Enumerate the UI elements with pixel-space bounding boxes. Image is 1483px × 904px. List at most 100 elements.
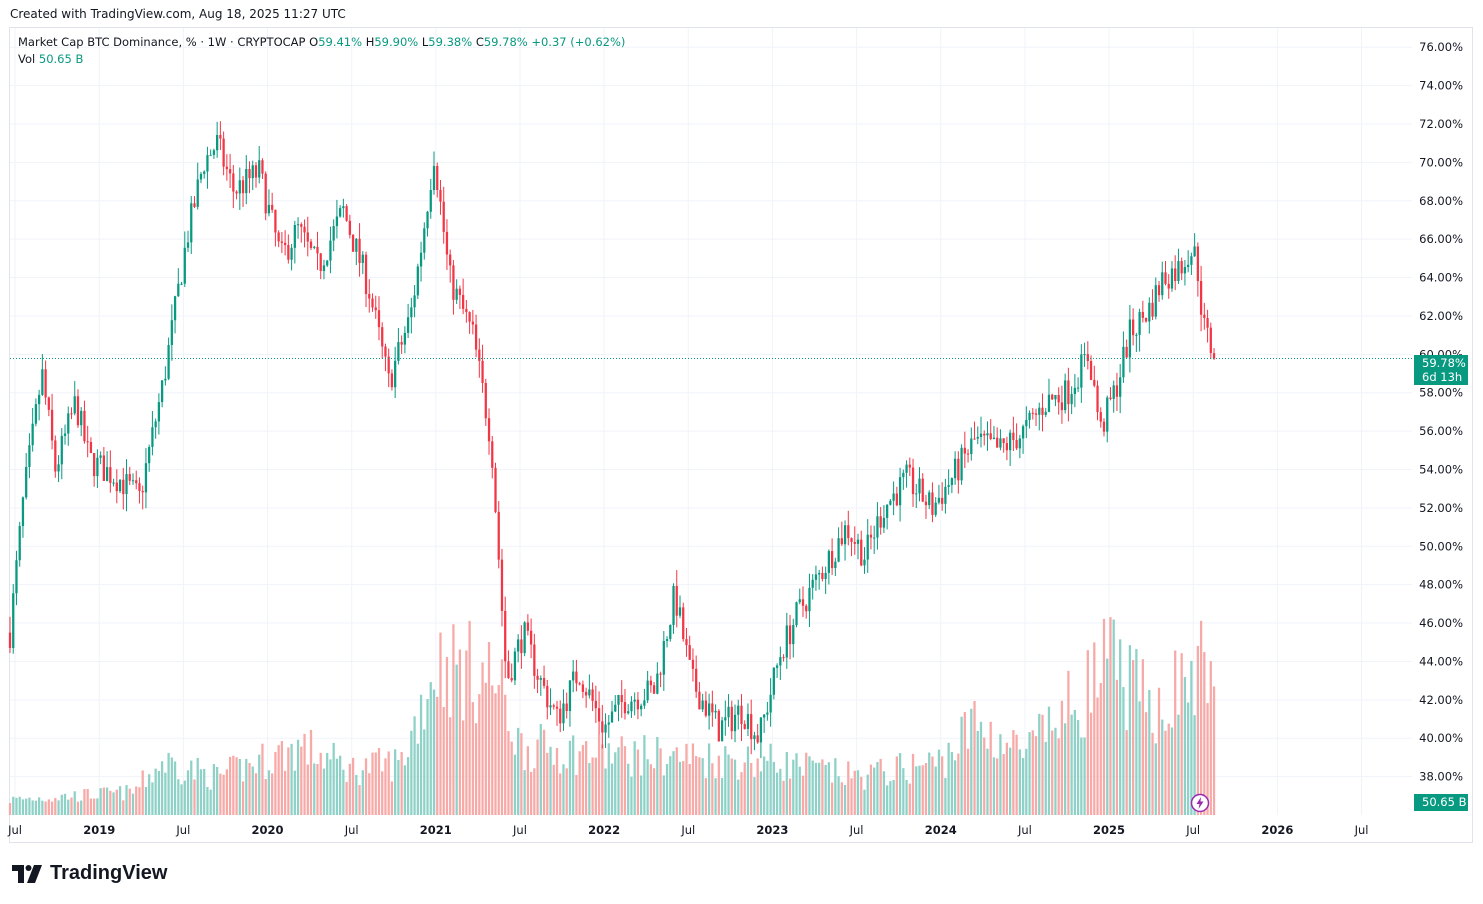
volume-bar: [28, 797, 31, 815]
volume-bar: [934, 766, 937, 815]
volume-bar: [559, 773, 562, 815]
volume-bar: [222, 774, 225, 815]
candle-body: [963, 447, 966, 454]
candle-body: [695, 668, 698, 692]
volume-bar: [160, 761, 164, 815]
candle-body: [678, 607, 682, 616]
candle-body: [840, 538, 843, 545]
candle-body: [1099, 412, 1102, 422]
candle-body: [300, 224, 303, 227]
candle-body: [520, 639, 523, 654]
x-tick-label: 2020: [252, 823, 284, 837]
candle-body: [818, 572, 821, 575]
volume-bar: [128, 788, 131, 815]
volume-bar: [326, 752, 329, 815]
candle-body: [591, 689, 594, 701]
volume-bar: [999, 734, 1002, 815]
candle-body: [594, 700, 597, 709]
volume-bar: [853, 770, 856, 815]
candle-body: [623, 702, 627, 714]
candle-body: [342, 206, 345, 209]
chart-frame[interactable]: [9, 27, 1473, 843]
candle-body: [1115, 385, 1119, 397]
volume-bar: [293, 770, 296, 815]
x-tick-label: Jul: [1185, 823, 1200, 837]
x-tick-label: Jul: [1354, 823, 1369, 837]
candle-body: [1109, 397, 1112, 399]
candle-body: [303, 226, 306, 233]
candle-body: [293, 225, 296, 248]
candle-body: [319, 253, 322, 272]
last-price-label: 59.78% 6d 13h: [1414, 355, 1468, 385]
candle-body: [1067, 380, 1070, 405]
candle-body: [847, 525, 850, 539]
volume-bar: [701, 758, 704, 815]
candle-body: [115, 482, 118, 492]
candle-body: [1051, 394, 1054, 400]
candle-body: [944, 486, 947, 504]
candle-body: [604, 724, 607, 733]
candle-body: [462, 294, 465, 309]
candle-body: [186, 242, 190, 248]
volume-bar: [727, 754, 730, 815]
candle-body: [203, 171, 206, 174]
volume-bar: [387, 751, 390, 815]
candle-body: [876, 516, 879, 538]
candle-body: [267, 204, 271, 214]
candle-body: [131, 480, 135, 482]
candle-body: [1054, 394, 1057, 400]
candle-body: [1034, 413, 1038, 415]
bar-countdown: 6d 13h: [1422, 370, 1463, 384]
volume-bar: [403, 765, 407, 815]
candle-body: [675, 585, 678, 616]
legend-open-key: O: [309, 35, 319, 49]
candle-body: [526, 622, 530, 631]
candle-body: [788, 625, 792, 645]
candle-body: [28, 445, 31, 467]
volume-bar: [267, 770, 271, 815]
volume-bar: [821, 759, 824, 815]
candle-body: [1070, 394, 1073, 405]
candle-body: [941, 497, 944, 504]
candle-body: [322, 265, 326, 272]
candle-body: [610, 711, 614, 723]
candle-body: [953, 458, 957, 479]
candle-body: [96, 457, 99, 477]
volume-bar: [449, 717, 452, 815]
volume-bar: [827, 762, 831, 815]
candle-body: [332, 226, 335, 241]
volume-bar: [1102, 618, 1106, 815]
brand-logo[interactable]: TradingView: [12, 862, 167, 885]
volume-bar: [950, 751, 954, 815]
candle-body: [277, 232, 280, 242]
volume-bar: [228, 756, 232, 815]
volume-bar: [834, 758, 837, 815]
volume-bar: [37, 797, 41, 815]
volume-bar: [76, 801, 80, 815]
volume-bar: [462, 720, 465, 815]
volume-bar: [57, 800, 60, 815]
candle-body: [905, 464, 908, 473]
volume-bar: [439, 632, 442, 815]
candle-body: [724, 717, 727, 721]
candle-body: [193, 203, 196, 207]
volume-bar: [339, 755, 342, 815]
volume-bar: [996, 758, 999, 815]
candle-body: [1141, 311, 1144, 318]
candle-body: [983, 433, 986, 436]
candle-body: [67, 413, 70, 434]
volume-bar: [1012, 730, 1015, 815]
lightning-icon[interactable]: [1190, 793, 1210, 813]
x-tick-label: 2022: [588, 823, 620, 837]
candle-body: [824, 572, 827, 579]
x-tick-label: Jul: [175, 823, 190, 837]
volume-bar: [652, 768, 656, 815]
x-tick-label: Jul: [344, 823, 359, 837]
volume-bar: [280, 741, 284, 815]
volume-bar: [151, 782, 154, 815]
candle-body: [798, 599, 801, 603]
candle-body: [834, 561, 837, 569]
volume-bar: [238, 758, 241, 815]
candle-body: [248, 168, 251, 179]
